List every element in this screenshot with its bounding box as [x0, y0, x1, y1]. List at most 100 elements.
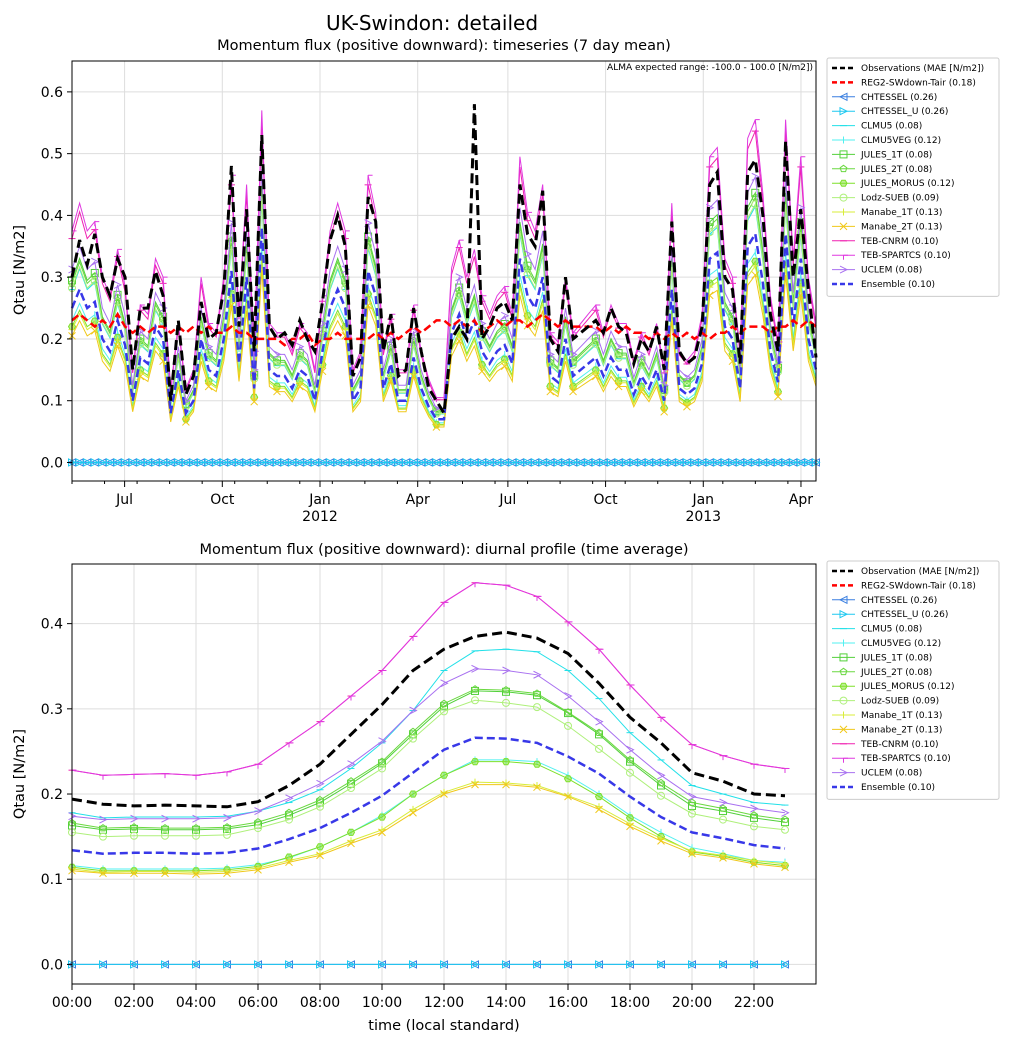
diurnal-series-uclem	[71, 668, 786, 821]
diurnal-point-uclem	[378, 737, 387, 746]
ts-point-uclem	[660, 381, 669, 390]
ts-point-chtessel-u	[113, 458, 123, 467]
ts-point-jules-1t	[272, 356, 281, 365]
diurnal-series-teb-spartcs	[71, 582, 786, 776]
ts-point-teb-spartcs	[731, 276, 737, 282]
diurnal-point-chtessel-u	[440, 960, 449, 969]
x-tick-label: 04:00	[176, 995, 216, 1011]
x-tick-label: Oct	[210, 492, 235, 508]
diurnal-point-chtessel-u	[254, 960, 263, 969]
ts-point-chtessel-u	[690, 458, 700, 467]
legend-label-jules-2t: JULES_2T (0.08)	[860, 165, 932, 175]
diurnal-point-chtessel-u	[161, 960, 170, 969]
legend-label-manabe-2t: Manabe_2T (0.13)	[861, 725, 942, 735]
diurnal-point-teb-spartcs	[753, 763, 759, 769]
legend-marker-jules-morus	[839, 179, 848, 187]
ts-point-chtessel-u	[538, 458, 548, 467]
diurnal-point-jules-1t	[502, 687, 510, 696]
ts-point-jules-morus	[751, 257, 760, 265]
diurnal-point-manabe-2t	[161, 869, 169, 878]
ts-point-chtessel-u	[561, 458, 571, 467]
diurnal-point-chtessel-u	[626, 960, 635, 969]
diurnal-point-uclem	[781, 808, 790, 817]
ts-point-uclem	[614, 342, 624, 351]
diurnal-point-jules-2t	[223, 823, 231, 831]
diurnal-point-lodz-sueb	[440, 707, 448, 716]
ts-point-jules-1t	[614, 349, 623, 358]
ts-point-uclem	[273, 350, 282, 359]
diurnal-point-lodz-sueb	[161, 831, 169, 840]
ts-point-chtessel-u	[303, 458, 312, 467]
legend-label-chtessel: CHTESSEL (0.26)	[861, 596, 937, 606]
diurnal-point-uclem	[750, 804, 759, 813]
diurnal-point-jules-2t	[688, 798, 696, 806]
diurnal-point-lodz-sueb	[657, 791, 665, 800]
ts-point-chtessel-u	[128, 458, 138, 467]
diurnal-point-lodz-sueb	[347, 784, 355, 793]
legend-box	[826, 57, 1000, 297]
ts-point-uclem	[159, 304, 168, 313]
ts-point-lodz-sueb	[682, 381, 691, 390]
legend-label-lodz-sueb: Lodz-SUEB (0.09)	[861, 697, 939, 707]
ts-point-manabe-2t	[683, 402, 691, 411]
diurnal-point-lodz-sueb	[192, 831, 200, 840]
ts-point-lodz-sueb	[796, 228, 805, 237]
diurnal-point-jules-2t	[192, 823, 200, 832]
legend-label-chtessel-u: CHTESSEL_U (0.26)	[861, 107, 948, 117]
x-tick-label: 10:00	[362, 995, 402, 1011]
ts-point-chtessel-u	[174, 458, 183, 467]
ts-point-chtessel-u	[424, 458, 434, 467]
diurnal-point-manabe-2t	[657, 837, 665, 845]
diurnal-point-chtessel-u	[99, 960, 108, 969]
ts-point-chtessel-u	[409, 458, 419, 467]
ts-point-chtessel-u	[189, 458, 199, 467]
x-tick-year-label: 2013	[685, 509, 721, 525]
ts-point-chtessel-u	[136, 458, 145, 467]
legend-marker-chtessel-u	[839, 609, 849, 619]
diurnal-point-lodz-sueb	[626, 768, 634, 777]
y-tick-label: 0.2	[41, 332, 63, 348]
legend-label-jules-1t: JULES_1T (0.08)	[860, 150, 932, 160]
ts-point-chtessel-u	[227, 458, 237, 467]
ts-point-manabe-1t	[637, 384, 645, 392]
diurnal-point-chtessel-u	[316, 960, 325, 969]
diurnal-series-jules-morus	[71, 761, 786, 872]
legend-label-observations: Observations (MAE [N/m2])	[861, 64, 984, 74]
ts-point-chtessel-u	[212, 458, 221, 467]
ts-point-chtessel-u	[310, 458, 320, 467]
ts-point-chtessel-u	[151, 458, 161, 467]
x-tick-label: Jul	[115, 492, 133, 508]
diurnal-point-teb-spartcs	[505, 584, 511, 590]
diurnal-panel: Momentum flux (positive downward): diurn…	[12, 542, 1000, 1034]
diurnal-point-jules-2t	[719, 804, 727, 812]
diurnal-point-jules-2t	[533, 689, 541, 697]
ts-point-uclem	[774, 358, 783, 367]
x-tick-label: Apr	[406, 492, 430, 508]
diurnal-point-manabe-2t	[502, 780, 510, 789]
ts-point-lodz-sueb	[272, 360, 281, 369]
ts-point-chtessel-u	[265, 458, 275, 467]
diurnal-point-manabe-2t	[626, 822, 634, 831]
ts-point-manabe-1t	[797, 283, 805, 291]
ts-point-manabe-2t	[295, 382, 304, 391]
legend-marker-lodz-sueb	[839, 696, 848, 705]
diurnal-point-lodz-sueb	[409, 734, 417, 743]
ts-point-chtessel-u	[637, 458, 647, 467]
ts-point-manabe-2t	[614, 382, 623, 391]
legend-marker-manabe-1t	[840, 711, 847, 719]
diurnal-point-jules-1t	[161, 825, 169, 834]
x-tick-label: 18:00	[610, 995, 650, 1011]
diurnal-point-lodz-sueb	[254, 824, 262, 833]
legend-label-clmu5: CLMU5 (0.08)	[861, 625, 922, 635]
ts-point-chtessel-u	[356, 458, 366, 467]
diurnal-point-manabe-2t	[688, 849, 696, 858]
diurnal-point-manabe-1t	[502, 779, 510, 787]
diurnal-point-teb-spartcs	[474, 582, 480, 588]
ts-point-chtessel-u	[789, 458, 798, 467]
legend-label-lodz-sueb: Lodz-SUEB (0.09)	[861, 194, 939, 204]
diurnal-series-teb-cnrm	[71, 582, 786, 776]
ts-point-chtessel-u	[644, 458, 654, 467]
diurnal-point-jules-2t	[161, 823, 169, 832]
diurnal-point-chtessel-u	[223, 960, 232, 969]
ts-point-teb-spartcs	[139, 304, 145, 310]
